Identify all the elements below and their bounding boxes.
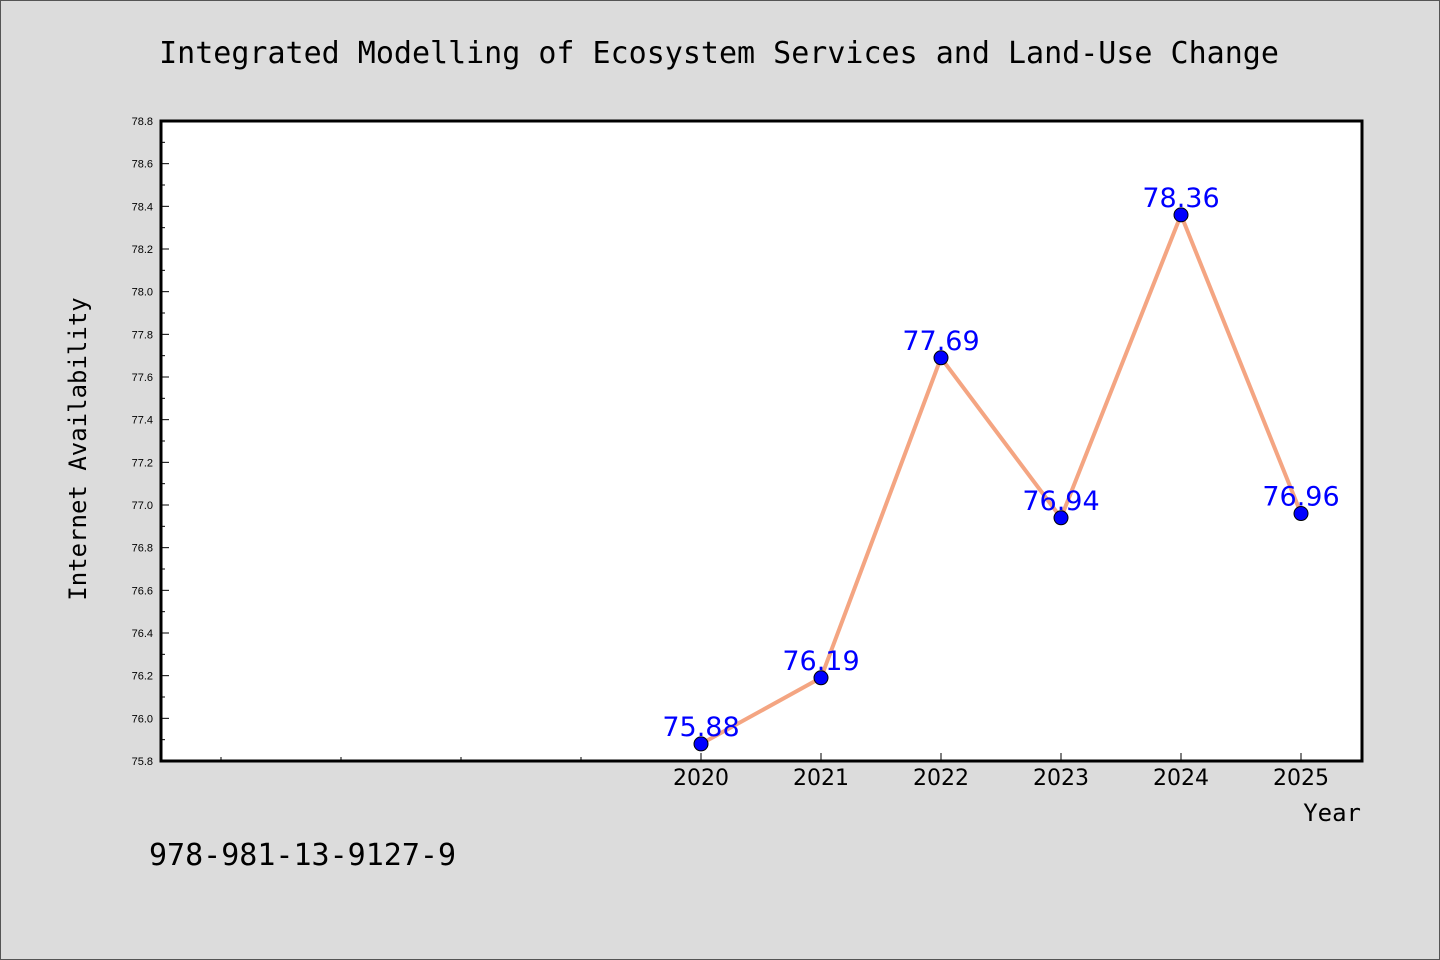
y-tick-label: 76.0 xyxy=(132,713,153,725)
y-tick-label: 78.6 xyxy=(132,159,153,171)
y-tick-label: 77.8 xyxy=(132,329,153,341)
y-tick-label: 78.8 xyxy=(132,116,153,128)
y-tick-label: 76.6 xyxy=(132,585,153,597)
y-tick-label: 77.0 xyxy=(132,500,153,512)
y-tick-label: 78.2 xyxy=(132,244,153,256)
data-point-marker xyxy=(1293,506,1309,522)
x-tick-label: 2021 xyxy=(793,766,849,791)
data-point-marker xyxy=(933,350,949,366)
y-tick-label: 78.0 xyxy=(132,287,153,299)
series-line xyxy=(700,212,1303,746)
data-point-marker xyxy=(813,670,829,686)
data-point-marker xyxy=(1173,207,1189,223)
y-tick-label: 76.8 xyxy=(132,543,153,555)
isbn-footnote: 978-981-13-9127-9 xyxy=(149,838,456,873)
y-axis-ticks: 75.8 76.0 76.2 76.4 76.6 76.8 77.0 77.2 77.4 77.6… xyxy=(132,116,169,768)
data-point-marker xyxy=(1053,510,1069,526)
y-tick-label: 75.8 xyxy=(132,756,153,768)
chart-title: Integrated Modelling of Ecosystem Servic… xyxy=(159,36,1279,71)
y-tick-label: 77.6 xyxy=(132,372,153,384)
plot-area xyxy=(159,119,1364,763)
x-axis-title: Year xyxy=(1303,799,1361,827)
x-tick-label: 2025 xyxy=(1273,766,1329,791)
y-tick-label: 76.2 xyxy=(132,671,153,683)
x-tick-label: 2024 xyxy=(1153,766,1209,791)
x-tick-label: 2022 xyxy=(913,766,969,791)
y-tick-label: 78.4 xyxy=(132,201,153,213)
x-axis-ticks: 2020 2021 2022 2023 2024 2025 xyxy=(220,753,1329,791)
y-tick-label: 76.4 xyxy=(132,628,153,640)
data-point-marker xyxy=(693,736,709,752)
y-tick-label: 77.4 xyxy=(132,415,153,427)
y-tick-label: 77.2 xyxy=(132,457,153,469)
x-tick-label: 2023 xyxy=(1033,766,1089,791)
y-axis-title: Internet Availability xyxy=(64,297,92,600)
x-tick-label: 2020 xyxy=(673,766,729,791)
